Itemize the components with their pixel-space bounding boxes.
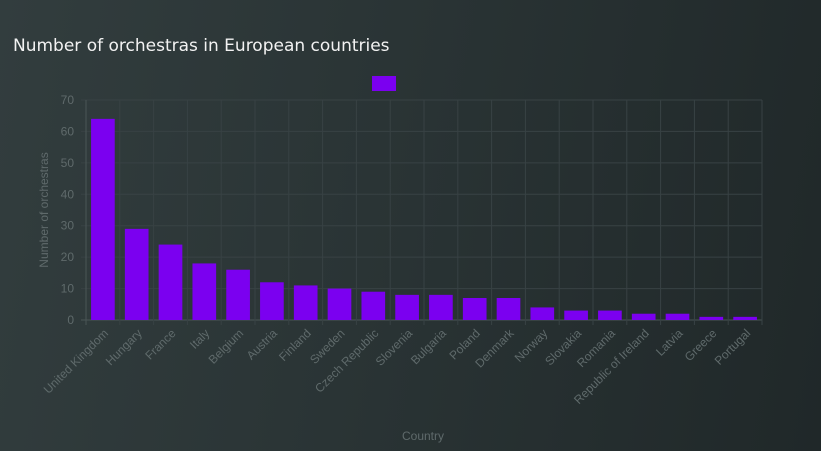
bar[interactable] [192, 263, 217, 320]
y-tick-label: 60 [61, 124, 75, 138]
grid [81, 99, 763, 325]
bar[interactable] [327, 288, 352, 320]
bar[interactable] [665, 313, 690, 320]
bar[interactable] [598, 310, 622, 320]
x-tick-label: France [142, 326, 179, 363]
chart-title: Number of orchestras in European countri… [13, 36, 390, 56]
bar[interactable] [564, 310, 588, 320]
y-tick-label: 30 [61, 219, 75, 233]
bar[interactable] [429, 294, 453, 320]
y-tick-label: 0 [67, 313, 74, 327]
x-axis-title: Country [402, 429, 444, 443]
bars [91, 118, 757, 320]
bar[interactable] [699, 316, 724, 320]
y-tick-label: 10 [61, 282, 75, 296]
bar[interactable] [226, 269, 250, 320]
y-tick-label: 20 [61, 250, 75, 264]
y-tick-label: 70 [61, 93, 75, 107]
x-tick-label: Austria [244, 326, 281, 363]
y-axis-title: Number of orchestras [37, 152, 51, 267]
y-axis-ticks: 0 10 20 30 40 50 60 70 [61, 93, 75, 327]
bar[interactable] [462, 298, 487, 320]
bar[interactable] [158, 244, 183, 320]
x-tick-label: Denmark [472, 326, 517, 371]
x-tick-label: Bulgaria [408, 326, 449, 367]
x-tick-label: United Kingdom [41, 326, 111, 396]
bar[interactable] [496, 298, 521, 320]
bar[interactable] [530, 307, 555, 320]
bar[interactable] [361, 291, 386, 320]
x-tick-label: Italy [187, 326, 212, 351]
legend-swatch[interactable] [372, 76, 396, 91]
x-tick-label: Slovenia [373, 326, 416, 369]
bar[interactable] [293, 285, 318, 320]
y-tick-label: 50 [61, 156, 75, 170]
x-tick-label: Hungary [103, 326, 145, 368]
bar[interactable] [631, 313, 656, 320]
x-tick-label: Belgium [206, 326, 247, 367]
bar[interactable] [733, 316, 757, 320]
bar[interactable] [260, 282, 284, 320]
y-tick-label: 40 [61, 187, 75, 201]
bar[interactable] [91, 118, 115, 320]
bar[interactable] [124, 228, 149, 320]
x-tick-label: Portugal [712, 326, 754, 368]
bar[interactable] [395, 294, 419, 320]
